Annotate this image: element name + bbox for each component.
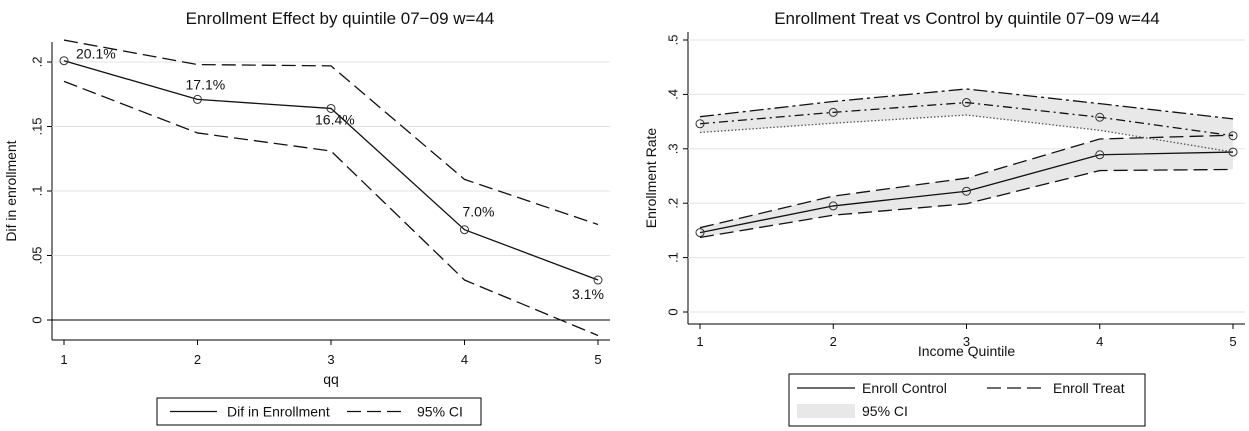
data-point: [962, 98, 971, 108]
series-line: [699, 151, 1234, 234]
data-point: [695, 119, 705, 129]
x-tick-label: 5: [1229, 334, 1236, 349]
x-tick-label: 4: [461, 352, 468, 367]
x-tick-label: 2: [194, 352, 201, 367]
series-line: [699, 168, 1234, 239]
legend-swatch-band: [797, 404, 855, 418]
y-tick-label: .4: [665, 89, 680, 100]
data-point: [1228, 131, 1238, 141]
data-point: [593, 275, 603, 285]
y-axis-label: Enrollment Rate: [643, 128, 659, 229]
x-tick-label: 3: [327, 352, 334, 367]
data-label: 3.1%: [572, 286, 604, 302]
data-label: 16.4%: [315, 111, 355, 127]
data-label: 7.0%: [463, 204, 495, 220]
y-tick-label: .05: [29, 246, 44, 264]
data-point: [695, 228, 705, 238]
y-tick-label: .1: [665, 252, 680, 263]
legend-label: 95% CI: [417, 404, 463, 420]
legend-label: Enroll Treat: [1053, 380, 1125, 396]
y-tick-label: .3: [665, 143, 680, 154]
x-tick-label: 1: [696, 334, 703, 349]
series-line: [699, 134, 1234, 229]
legend-label: 95% CI: [862, 403, 908, 419]
x-tick-label: 5: [594, 352, 601, 367]
y-tick-label: .2: [29, 57, 44, 68]
series-line: [63, 60, 599, 281]
series-line: [699, 101, 1234, 137]
data-point: [1095, 150, 1105, 160]
series-line: [699, 114, 1234, 153]
ci-band: [700, 135, 1233, 238]
chart-enrollment-effect: Enrollment Effect by quintile 07−09 w=44…: [3, 9, 610, 426]
x-tick-label: 3: [963, 334, 970, 349]
ci-band: [700, 88, 1233, 153]
data-point: [59, 56, 69, 66]
data-point: [962, 186, 971, 196]
data-point: [1095, 112, 1105, 122]
data-point: [193, 94, 202, 104]
chart-title: Enrollment Treat vs Control by quintile …: [774, 9, 1160, 28]
data-point: [326, 103, 336, 113]
y-tick-label: .2: [665, 198, 680, 209]
data-label: 17.1%: [186, 76, 226, 92]
data-point: [828, 107, 838, 117]
series-line: [63, 39, 599, 226]
legend-label: Enroll Control: [862, 380, 947, 396]
x-axis-label: Income Quintile: [918, 343, 1015, 359]
y-tick-label: .15: [29, 117, 44, 135]
y-tick-label: .1: [29, 186, 44, 197]
chart-title: Enrollment Effect by quintile 07−09 w=44: [186, 9, 495, 28]
y-tick-label: 0: [29, 316, 44, 323]
series-line: [63, 80, 599, 337]
legend-label: Dif in Enrollment: [227, 404, 330, 420]
y-tick-label: .5: [665, 35, 680, 46]
data-point: [828, 201, 838, 211]
data-label: 20.1%: [76, 46, 116, 62]
x-tick-label: 1: [60, 352, 67, 367]
y-tick-label: 0: [665, 308, 680, 315]
chart-treat-vs-control: Enrollment Treat vs Control by quintile …: [643, 9, 1245, 427]
x-axis-label: qq: [323, 371, 339, 387]
x-tick-label: 2: [830, 334, 837, 349]
x-tick-label: 4: [1096, 334, 1103, 349]
y-axis-label: Dif in enrollment: [3, 140, 19, 241]
data-point: [460, 225, 469, 235]
